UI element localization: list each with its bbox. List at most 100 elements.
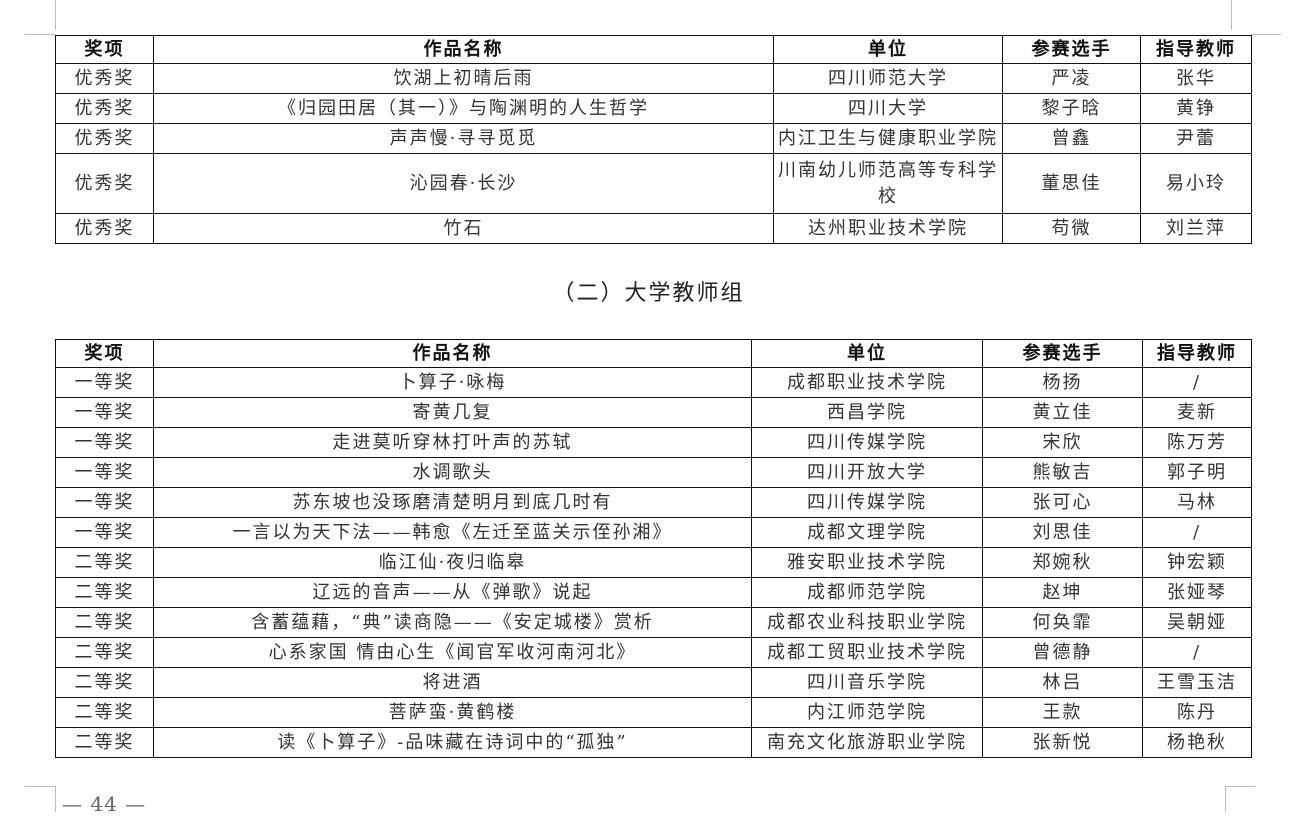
table-row: 一等奖 卜算子·咏梅 成都职业技术学院 杨扬 / <box>55 367 1252 398</box>
cell-unit: 达州职业技术学院 <box>773 213 1003 244</box>
table-row: 一等奖 一言以为天下法——韩愈《左迁至蓝关示侄孙湘》 成都文理学院 刘思佳 / <box>55 517 1252 548</box>
crop-mark <box>55 786 56 812</box>
section-heading: （二）大学教师组 <box>552 281 745 306</box>
header-unit: 单位 <box>773 35 1003 64</box>
cell-unit: 南充文化旅游职业学院 <box>751 727 983 758</box>
cell-unit: 成都职业技术学院 <box>751 367 983 398</box>
table-row: 一等奖 水调歌头 四川开放大学 熊敏吉 郭子明 <box>55 457 1252 488</box>
cell-contestant: 张新悦 <box>982 727 1143 758</box>
cell-instructor: 麦新 <box>1142 397 1252 428</box>
cell-contestant: 赵坤 <box>982 577 1143 608</box>
crop-mark <box>1231 0 1232 30</box>
cell-work-title: 一言以为天下法——韩愈《左迁至蓝关示侄孙湘》 <box>153 517 752 548</box>
cell-contestant: 曾德静 <box>982 637 1143 668</box>
cell-unit: 川南幼儿师范高等专科学校 <box>773 153 1003 214</box>
table-row: 二等奖 读《卜算子》-品味藏在诗词中的“孤独” 南充文化旅游职业学院 张新悦 杨艳秋 <box>55 727 1252 758</box>
cell-award: 二等奖 <box>55 697 154 728</box>
cell-award: 一等奖 <box>55 487 154 518</box>
cell-contestant: 王款 <box>982 697 1143 728</box>
cell-unit: 四川传媒学院 <box>751 487 983 518</box>
table-row: 优秀奖 竹石 达州职业技术学院 苟微 刘兰萍 <box>55 213 1252 244</box>
cell-award: 二等奖 <box>55 577 154 608</box>
cell-work-title: 辽远的音声——从《弹歌》说起 <box>153 577 752 608</box>
cell-work-title: 含蓄蕴藉，“典”读商隐——《安定城楼》赏析 <box>153 607 752 638</box>
cell-award: 优秀奖 <box>55 123 154 154</box>
cell-award: 二等奖 <box>55 637 154 668</box>
cell-work-title: 读《卜算子》-品味藏在诗词中的“孤独” <box>153 727 752 758</box>
cell-contestant: 黎子晗 <box>1002 93 1141 124</box>
cell-unit: 成都工贸职业技术学院 <box>751 637 983 668</box>
crop-mark <box>1251 34 1281 35</box>
cell-work-title: 走进莫听穿林打叶声的苏轼 <box>153 427 752 458</box>
header-work-title: 作品名称 <box>153 339 752 368</box>
table-row: 优秀奖 《归园田居（其一）》与陶渊明的人生哲学 四川大学 黎子晗 黄铮 <box>55 93 1252 124</box>
cell-instructor: 钟宏颖 <box>1142 547 1252 578</box>
cell-work-title: 临江仙·夜归临皋 <box>153 547 752 578</box>
cell-instructor: 陈丹 <box>1142 697 1252 728</box>
page-number: — 44 — <box>62 792 147 816</box>
award-table-students: 奖项 作品名称 单位 参赛选手 指导教师 优秀奖 饮湖上初晴后雨 四川师范大学 严凌张… <box>55 35 1252 244</box>
cell-work-title: 菩萨蛮·黄鹤楼 <box>153 697 752 728</box>
cell-work-title: 竹石 <box>153 213 774 244</box>
header-award: 奖项 <box>55 35 154 64</box>
table-row: 二等奖 含蓄蕴藉，“典”读商隐——《安定城楼》赏析 成都农业科技职业学院 何奂霏 吴朝娅 <box>55 607 1252 638</box>
cell-instructor: 郭子明 <box>1142 457 1252 488</box>
cell-contestant: 黄立佳 <box>982 397 1143 428</box>
cell-award: 二等奖 <box>55 727 154 758</box>
cell-work-title: 将进酒 <box>153 667 752 698</box>
table-row: 优秀奖 沁园春·长沙 川南幼儿师范高等专科学校 董思佳 易小玲 <box>55 153 1252 214</box>
cell-unit: 四川传媒学院 <box>751 427 983 458</box>
cell-instructor: / <box>1142 637 1252 668</box>
table-header-row: 奖项 作品名称 单位 参赛选手 指导教师 <box>55 35 1252 64</box>
table-row: 一等奖 走进莫听穿林打叶声的苏轼 四川传媒学院 宋欣 陈万芳 <box>55 427 1252 458</box>
cell-instructor: 王雪玉洁 <box>1142 667 1252 698</box>
cell-instructor: 马林 <box>1142 487 1252 518</box>
cell-contestant: 董思佳 <box>1002 153 1141 214</box>
cell-award: 一等奖 <box>55 367 154 398</box>
header-award: 奖项 <box>55 339 154 368</box>
table-row: 二等奖 菩萨蛮·黄鹤楼 内江师范学院 王款 陈丹 <box>55 697 1252 728</box>
cell-instructor: 陈万芳 <box>1142 427 1252 458</box>
cell-unit: 成都文理学院 <box>751 517 983 548</box>
cell-unit: 内江卫生与健康职业学院 <box>773 123 1003 154</box>
cell-instructor: 刘兰萍 <box>1140 213 1252 244</box>
table-row: 二等奖 心系家国 情由心生《闻官军收河南河北》 成都工贸职业技术学院 曾德静 / <box>55 637 1252 668</box>
cell-contestant: 林吕 <box>982 667 1143 698</box>
cell-instructor: 黄铮 <box>1140 93 1252 124</box>
cell-work-title: 沁园春·长沙 <box>153 153 774 214</box>
cell-unit: 雅安职业技术学院 <box>751 547 983 578</box>
cell-award: 一等奖 <box>55 517 154 548</box>
cell-work-title: 寄黄几复 <box>153 397 752 428</box>
cell-award: 二等奖 <box>55 607 154 638</box>
cell-unit: 内江师范学院 <box>751 697 983 728</box>
cell-unit: 四川大学 <box>773 93 1003 124</box>
cell-award: 优秀奖 <box>55 63 154 94</box>
table-row: 优秀奖 饮湖上初晴后雨 四川师范大学 严凌 张华 <box>55 63 1252 94</box>
cell-contestant: 曾鑫 <box>1002 123 1141 154</box>
cell-instructor: 吴朝娅 <box>1142 607 1252 638</box>
cell-unit: 四川开放大学 <box>751 457 983 488</box>
cell-work-title: 《归园田居（其一）》与陶渊明的人生哲学 <box>153 93 774 124</box>
crop-mark <box>1225 786 1226 812</box>
cell-work-title: 卜算子·咏梅 <box>153 367 752 398</box>
cell-award: 一等奖 <box>55 427 154 458</box>
cell-unit: 四川音乐学院 <box>751 667 983 698</box>
cell-award: 一等奖 <box>55 457 154 488</box>
cell-award: 一等奖 <box>55 397 154 428</box>
header-instructor: 指导教师 <box>1142 339 1252 368</box>
cell-award: 优秀奖 <box>55 153 154 214</box>
cell-instructor: 张华 <box>1140 63 1252 94</box>
header-instructor: 指导教师 <box>1140 35 1252 64</box>
crop-mark <box>1225 786 1255 787</box>
cell-instructor: 张娅琴 <box>1142 577 1252 608</box>
cell-contestant: 苟微 <box>1002 213 1141 244</box>
cell-unit: 成都农业科技职业学院 <box>751 607 983 638</box>
crop-mark <box>25 786 55 787</box>
cell-unit: 西昌学院 <box>751 397 983 428</box>
header-work-title: 作品名称 <box>153 35 774 64</box>
crop-mark <box>55 0 56 30</box>
award-table-teachers: 奖项 作品名称 单位 参赛选手 指导教师 一等奖 卜算子·咏梅 成都职业技术学院 杨扬… <box>55 339 1252 758</box>
header-contestant: 参赛选手 <box>982 339 1143 368</box>
cell-contestant: 郑婉秋 <box>982 547 1143 578</box>
cell-instructor: / <box>1142 517 1252 548</box>
